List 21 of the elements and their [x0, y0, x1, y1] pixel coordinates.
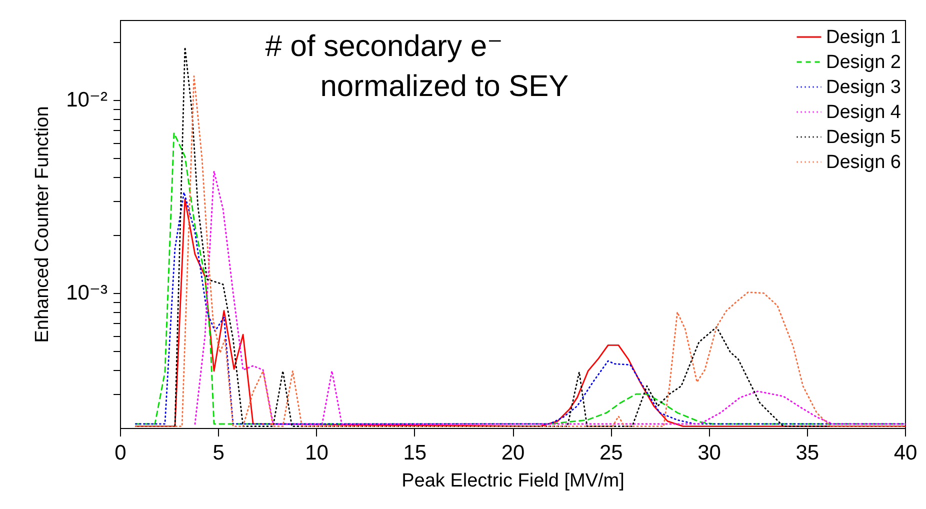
annotation: normalized to SEY — [320, 70, 569, 103]
x-axis-title: Peak Electric Field [MV/m] — [402, 470, 624, 492]
legend-label: Design 1 — [826, 27, 901, 48]
legend-label: Design 5 — [826, 127, 901, 148]
x-tick-label: 0 — [114, 442, 126, 464]
legend-label: Design 4 — [826, 102, 902, 123]
legend-label: Design 2 — [826, 52, 901, 73]
x-tick-label: 40 — [894, 442, 918, 464]
y-tick-label: 10⁻³ — [66, 282, 108, 305]
x-tick-label: 10 — [305, 442, 328, 464]
y-axis-title: Enhanced Counter Function — [32, 106, 54, 343]
y-tick-label: 10⁻² — [66, 88, 108, 112]
x-tick-label: 30 — [698, 442, 721, 464]
legend-label: Design 6 — [826, 152, 901, 173]
x-tick-label: 25 — [599, 442, 623, 464]
x-tick-label: 20 — [501, 442, 525, 464]
x-tick-label: 35 — [796, 442, 820, 464]
x-tick-label: 5 — [212, 442, 224, 464]
legend-label: Design 3 — [826, 77, 901, 98]
annotation: # of secondary e⁻ — [265, 30, 503, 63]
x-tick-label: 15 — [403, 442, 427, 464]
